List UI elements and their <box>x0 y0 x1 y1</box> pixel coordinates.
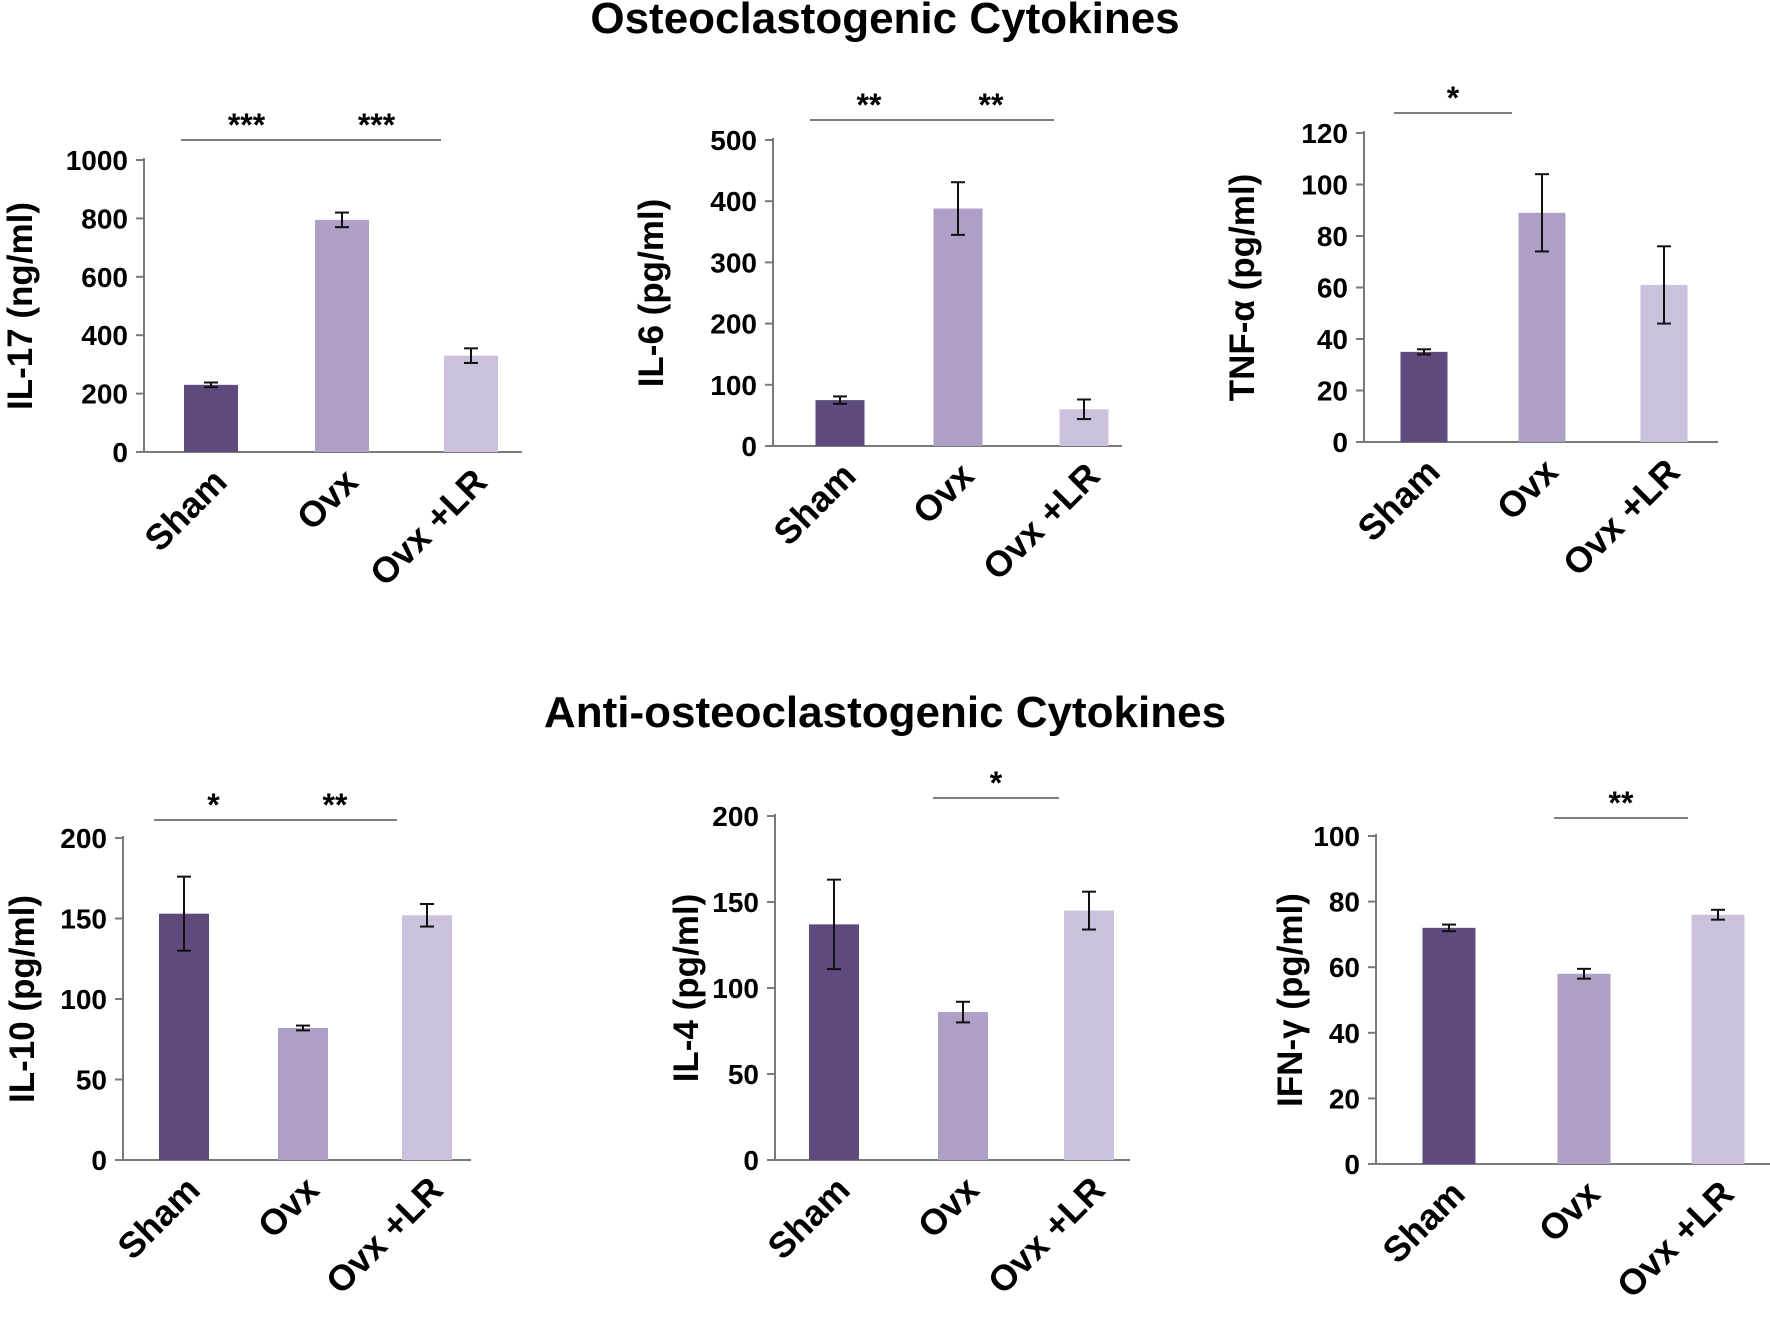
y-tick-label: 0 <box>1332 427 1348 458</box>
y-tick-label: 200 <box>712 801 759 832</box>
y-tick-label: 150 <box>712 887 759 918</box>
error-bar <box>204 381 218 389</box>
y-tick-label: 300 <box>710 247 757 278</box>
y-tick-label: 40 <box>1329 1018 1360 1049</box>
bar-ovx <box>278 1027 328 1160</box>
error-bar <box>296 1024 310 1032</box>
error-bar <box>177 875 191 952</box>
y-tick-label: 500 <box>710 125 757 156</box>
y-axis-label: IL-10 (pg/ml) <box>3 895 42 1103</box>
bar-ovx-lr <box>444 355 498 452</box>
bar-sham <box>1422 927 1476 1164</box>
y-tick-label: 40 <box>1317 324 1348 355</box>
y-tick-label: 80 <box>1317 221 1348 252</box>
bar-sham <box>1400 351 1448 442</box>
significance-label: ** <box>979 87 1004 123</box>
y-tick-label: 400 <box>710 186 757 217</box>
y-tick-label: 0 <box>743 1145 759 1176</box>
bar-ovx-lr <box>402 915 452 1160</box>
y-tick-label: 100 <box>710 370 757 401</box>
error-bar <box>833 395 847 405</box>
y-axis-label: IL-4 (pg/ml) <box>667 894 706 1083</box>
significance-label: ** <box>1609 785 1634 821</box>
significance-label: *** <box>358 107 396 143</box>
error-bar <box>956 1000 970 1024</box>
y-tick-label: 20 <box>1329 1083 1360 1114</box>
error-bar <box>464 347 478 364</box>
significance-label: * <box>207 787 220 823</box>
error-bar <box>1417 348 1431 356</box>
section-title-osteoclastogenic: Osteoclastogenic Cytokines <box>590 0 1180 43</box>
y-tick-label: 0 <box>1344 1149 1360 1180</box>
error-bar <box>827 878 841 971</box>
y-tick-label: 400 <box>81 320 128 351</box>
y-tick-label: 60 <box>1317 273 1348 304</box>
significance-label: * <box>1447 80 1460 116</box>
error-bar <box>1077 398 1091 421</box>
y-tick-label: 800 <box>81 203 128 234</box>
category-label-sham: Sham <box>1374 1173 1472 1271</box>
y-tick-label: 50 <box>728 1059 759 1090</box>
y-tick-label: 100 <box>1301 170 1348 201</box>
significance-label: * <box>990 765 1003 801</box>
y-tick-label: 60 <box>1329 952 1360 983</box>
y-tick-label: 150 <box>60 904 107 935</box>
y-axis-label: TNF-α (pg/ml) <box>1223 174 1262 402</box>
bar-sham <box>184 384 238 452</box>
y-tick-label: 50 <box>76 1065 107 1096</box>
section-title-anti-osteoclastogenic: Anti-osteoclastogenic Cytokines <box>543 688 1227 737</box>
y-tick-label: 80 <box>1329 887 1360 918</box>
bar-sham <box>815 400 865 446</box>
error-bar <box>420 903 434 928</box>
error-bar <box>1082 890 1096 931</box>
y-tick-label: 0 <box>91 1145 107 1176</box>
significance-label: ** <box>323 787 348 823</box>
category-label-ovx: Ovx <box>1531 1173 1608 1250</box>
y-axis-label: IFN-γ (pg/ml) <box>1271 893 1310 1107</box>
bar-ovx <box>938 1012 988 1160</box>
bar-ovx <box>933 208 983 446</box>
y-tick-label: 100 <box>60 984 107 1015</box>
y-tick-label: 20 <box>1317 376 1348 407</box>
y-tick-label: 1000 <box>66 145 128 176</box>
y-tick-label: 0 <box>112 437 128 468</box>
significance-label: *** <box>228 107 266 143</box>
y-tick-label: 600 <box>81 262 128 293</box>
bar-sham <box>159 913 209 1160</box>
bar-ovx-lr <box>1064 910 1114 1160</box>
error-bar <box>1711 908 1725 921</box>
y-axis-label: IL-17 (ng/ml) <box>1 202 40 410</box>
category-label-ovx-lr: Ovx +LR <box>1609 1173 1742 1306</box>
y-tick-label: 120 <box>1301 118 1348 149</box>
error-bar <box>1535 173 1549 253</box>
error-bar <box>335 211 349 229</box>
significance-label: ** <box>857 87 882 123</box>
error-bar <box>1577 967 1591 980</box>
y-tick-label: 200 <box>60 823 107 854</box>
y-tick-label: 200 <box>710 309 757 340</box>
error-bar <box>1442 923 1456 933</box>
y-tick-label: 200 <box>81 379 128 410</box>
error-bar <box>951 181 965 236</box>
bar-ovx-lr <box>1691 914 1745 1164</box>
bar-ovx <box>315 219 369 452</box>
y-tick-label: 0 <box>741 431 757 462</box>
bar-ovx <box>1557 973 1611 1164</box>
y-tick-label: 100 <box>1313 821 1360 852</box>
y-axis-label: IL-6 (pg/ml) <box>632 199 671 388</box>
error-bar <box>1657 245 1671 325</box>
y-tick-label: 100 <box>712 973 759 1004</box>
